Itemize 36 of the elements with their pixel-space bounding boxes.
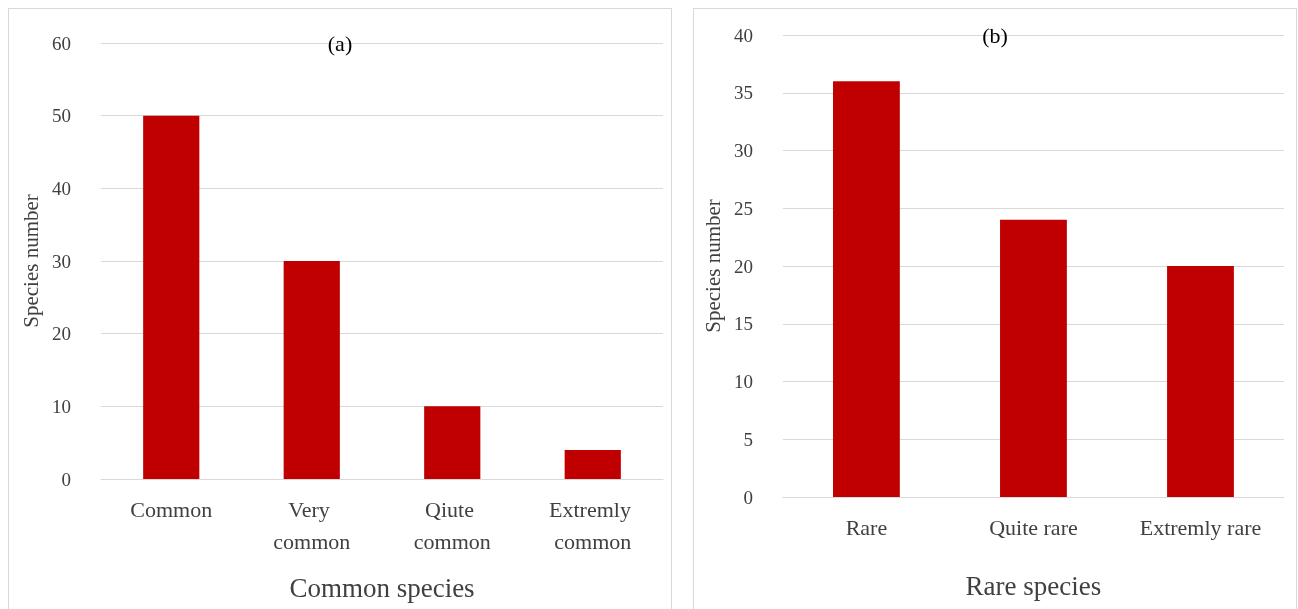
bar <box>564 449 621 479</box>
bar <box>283 261 340 479</box>
y-tick-label: 40 <box>733 24 753 46</box>
x-tick-label: Very common <box>273 496 351 554</box>
x-tick-label: Qiute common <box>413 496 491 554</box>
y-tick-label: 30 <box>733 140 753 161</box>
y-tick-label: 0 <box>743 486 753 508</box>
y-tick-label: 0 <box>61 468 71 490</box>
y-tick-label: 20 <box>733 255 753 277</box>
bar <box>1000 219 1067 497</box>
x-tick-label: Common <box>130 496 213 522</box>
x-tick-label: Extremly rare <box>1139 514 1262 540</box>
y-tick-label: 40 <box>52 177 71 199</box>
y-axis-title: Species number <box>18 194 43 328</box>
x-tick-label: Rare <box>845 514 888 540</box>
y-tick-label: 10 <box>52 395 71 417</box>
chart-title: (b) <box>982 22 1008 48</box>
y-tick-label: 60 <box>52 32 71 54</box>
bar <box>1167 266 1234 497</box>
x-axis-title: Rare species <box>965 570 1102 601</box>
y-tick-label: 20 <box>52 323 71 345</box>
y-tick-label: 5 <box>743 428 753 450</box>
x-axis-title: Common species <box>289 572 475 603</box>
x-tick-label: Extremly common <box>549 496 637 554</box>
y-tick-label: 30 <box>52 250 71 272</box>
y-tick-label: 10 <box>733 371 753 392</box>
y-axis-title: Species number <box>700 199 725 333</box>
x-tick-label: Quite rare <box>989 514 1078 540</box>
bar <box>833 81 900 497</box>
y-tick-label: 35 <box>733 82 753 104</box>
chart-title: (a) <box>327 30 353 56</box>
y-tick-label: 50 <box>52 105 71 127</box>
bar <box>424 406 481 479</box>
bar <box>143 115 200 479</box>
y-tick-label: 25 <box>733 197 753 219</box>
y-tick-label: 15 <box>733 313 753 335</box>
